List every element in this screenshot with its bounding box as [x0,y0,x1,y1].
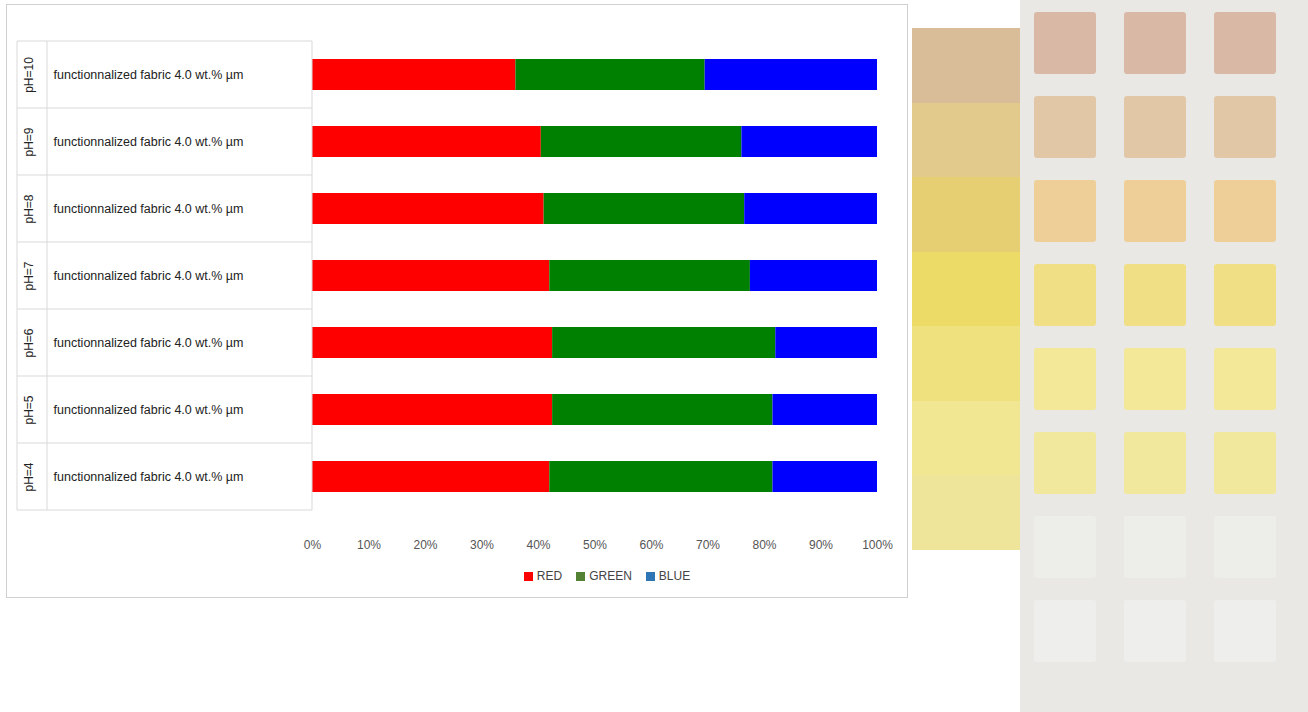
svg-text:80%: 80% [752,538,776,552]
svg-text:functionnalized fabric 4.0 wt.: functionnalized fabric 4.0 wt.% µm [54,336,244,350]
svg-text:pH=6: pH=6 [22,328,36,357]
svg-text:functionnalized fabric 4.0 wt.: functionnalized fabric 4.0 wt.% µm [54,202,244,216]
svg-text:30%: 30% [470,538,494,552]
html-text:GREEN: GREEN [589,569,632,583]
svg-text:pH=8: pH=8 [22,194,36,223]
svg-text:functionnalized fabric 4.0 wt.: functionnalized fabric 4.0 wt.% µm [54,135,244,149]
svg-text:functionnalized fabric 4.0 wt.: functionnalized fabric 4.0 wt.% µm [54,269,244,283]
svg-text:functionnalized fabric 4.0 wt.: functionnalized fabric 4.0 wt.% µm [54,470,244,484]
html-text:RED: RED [536,569,563,583]
html-text:BLUE: BLUE [658,569,691,583]
svg-text:100%: 100% [862,538,893,552]
svg-text:20%: 20% [413,538,437,552]
svg-text:pH=9: pH=9 [22,127,36,156]
svg-text:40%: 40% [526,538,550,552]
svg-text:90%: 90% [809,538,833,552]
svg-text:pH=5: pH=5 [22,395,36,424]
svg-text:functionnalized fabric 4.0 wt.: functionnalized fabric 4.0 wt.% µm [54,68,244,82]
svg-text:pH=7: pH=7 [22,261,36,290]
svg-text:10%: 10% [357,538,381,552]
svg-text:60%: 60% [639,538,663,552]
svg-text:70%: 70% [696,538,720,552]
svg-text:0%: 0% [304,538,322,552]
svg-text:50%: 50% [583,538,607,552]
svg-text:functionnalized fabric 4.0 wt.: functionnalized fabric 4.0 wt.% µm [54,403,244,417]
svg-text:pH=10: pH=10 [22,57,36,93]
svg-text:pH=4: pH=4 [22,462,36,491]
